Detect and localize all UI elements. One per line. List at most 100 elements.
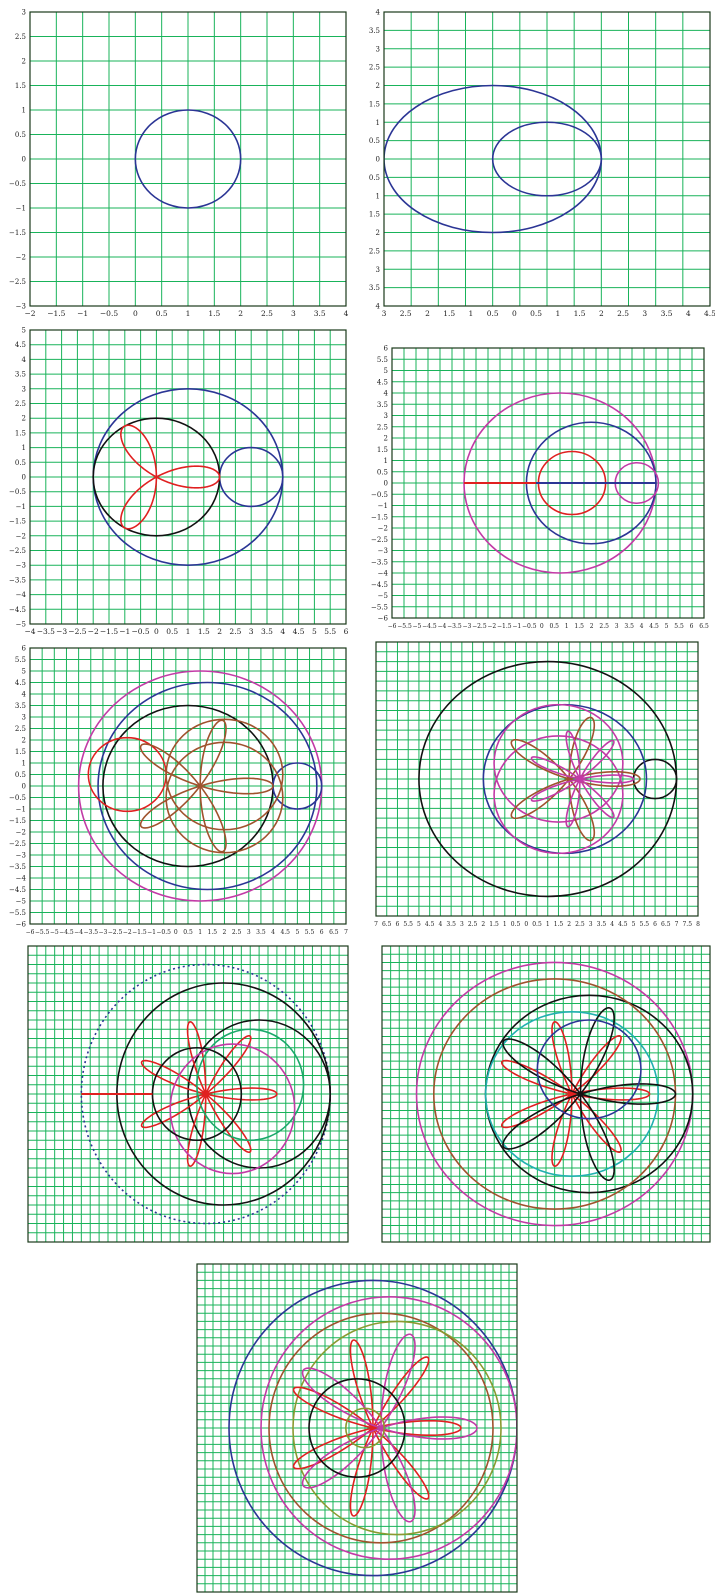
- x-tick-label: 7.5: [682, 921, 692, 928]
- x-tick-label: 2.5: [617, 309, 629, 318]
- y-tick-label: −4: [16, 875, 27, 883]
- y-tick-label: 1: [22, 444, 26, 452]
- y-tick-label: 3: [384, 412, 388, 420]
- x-tick-label: 4: [640, 623, 644, 630]
- y-tick-label: 2.5: [369, 64, 380, 72]
- y-tick-label: 2: [376, 82, 380, 90]
- x-tick-label: 0.5: [532, 921, 542, 928]
- x-tick-label: 5: [417, 921, 421, 928]
- y-tick-label: −0.5: [371, 491, 388, 499]
- x-tick-label: 3.5: [314, 309, 326, 318]
- x-tick-label: −6: [26, 929, 35, 936]
- y-tick-label: −4: [16, 591, 27, 599]
- curve-circle-blue: [491, 121, 603, 197]
- y-tick-label: −2: [16, 254, 26, 262]
- y-tick-label: 1: [22, 760, 26, 768]
- y-tick-label: −4: [378, 570, 389, 578]
- y-tick-label: 2: [384, 435, 388, 443]
- x-tick-label: −1: [147, 929, 156, 936]
- curves: [463, 392, 660, 574]
- x-tick-label: −3.5: [83, 929, 98, 936]
- y-tick-label: 2: [22, 737, 26, 745]
- x-tick-label: −2.5: [108, 929, 123, 936]
- y-tick-label: 0.5: [369, 174, 380, 182]
- y-tick-label: 0: [22, 474, 26, 482]
- y-tick-label: −2.5: [371, 536, 388, 544]
- x-tick-label: 7: [675, 921, 679, 928]
- y-tick-label: −5.5: [371, 603, 388, 611]
- x-tick-label: −1: [119, 627, 130, 636]
- plot-frame: [27, 945, 349, 1243]
- curve-circle-magenta: [169, 1043, 296, 1175]
- y-tick-label: 2.5: [377, 423, 388, 431]
- x-tick-label: −5: [50, 929, 59, 936]
- curve-rose-magenta: [301, 1333, 478, 1523]
- chart-panel-8: [362, 940, 712, 1252]
- y-tick-label: −3.5: [371, 558, 388, 566]
- x-tick-label: −0.5: [100, 309, 118, 318]
- y-tick-label: 3: [376, 45, 380, 53]
- x-tick-label: 4: [280, 627, 285, 636]
- x-tick-label: 0: [540, 623, 544, 630]
- y-tick-label: 0.5: [377, 468, 388, 476]
- x-tick-label: 0: [174, 929, 178, 936]
- y-tick-label: 3: [22, 385, 26, 393]
- x-tick-label: 2: [217, 627, 222, 636]
- x-tick-label: 3: [247, 929, 251, 936]
- x-tick-label: 8: [696, 921, 700, 928]
- x-tick-label: 3: [460, 921, 464, 928]
- y-tick-label: 5.5: [377, 356, 388, 364]
- y-tick-label: −3: [378, 547, 388, 555]
- x-tick-label: 4.5: [280, 929, 290, 936]
- x-tick-label: 4: [344, 309, 349, 318]
- curves: [418, 660, 678, 898]
- x-tick-label: 6: [320, 929, 324, 936]
- chart-svg-2: 3 2.5 2 1.5 1 0.5 0 0.5 1 1.5 2 2.5 3 3.5 4 4.5 4 3.5 3 2.5…: [369, 9, 715, 319]
- grid: [29, 647, 347, 925]
- chart-svg-1: −2 −1.5 −1 −0.5 0 0.5 1 1.5 2 2.5 3 3.5 4 3 2.5 2 1.5 1 0.…: [9, 9, 349, 319]
- curve-circle-black: [308, 1378, 406, 1479]
- y-tick-label: −2.5: [9, 547, 26, 555]
- y-tick-label: −4.5: [371, 581, 388, 589]
- y-tick-label: −3.5: [9, 576, 26, 584]
- y-tick-label: 6: [22, 645, 27, 653]
- y-tick-label: −1: [16, 205, 26, 213]
- curves: [134, 109, 242, 209]
- y-tick-label: 3: [22, 714, 26, 722]
- x-tick-label: 2.5: [232, 929, 242, 936]
- x-tick-label: 1.5: [208, 929, 218, 936]
- curves: [92, 388, 284, 566]
- curve-circle-brown: [165, 741, 284, 854]
- x-tick-label: 0: [512, 309, 517, 318]
- y-tick-label: 1.5: [15, 82, 26, 90]
- x-tick-label: 6.5: [699, 623, 709, 630]
- y-tick-label: −1: [16, 806, 26, 814]
- x-tick-label: 2.5: [575, 921, 585, 928]
- plot-frame: [381, 945, 711, 1243]
- curve-circle-cyan: [484, 1010, 660, 1178]
- y-tick-label: 3: [376, 266, 380, 274]
- x-tick-label: 0.5: [183, 929, 193, 936]
- y-tick-label: −3: [16, 562, 26, 570]
- x-tick-label: −5.5: [35, 929, 50, 936]
- x-tick-label: −2: [24, 309, 35, 318]
- chart-svg-9: [196, 1263, 518, 1593]
- y-tick-label: 0.5: [15, 459, 26, 467]
- x-tick-label: 1: [503, 921, 507, 928]
- y-tick-label: −4.5: [9, 606, 26, 614]
- x-tick-label: 2: [238, 309, 243, 318]
- chart-panel-5: −6 −5.5 −5 −4.5 −4 −3.5 −3 −2.5 −2 −1.5 −1 −0.5 0 0.5…: [8, 636, 348, 937]
- y-tick-label: −1.5: [9, 518, 26, 526]
- x-tick-label: 6.5: [382, 921, 392, 928]
- x-tick-label: 6: [653, 921, 657, 928]
- x-tick-label: −5.5: [397, 623, 412, 630]
- x-tick-label: −4: [74, 929, 83, 936]
- curve-rose-red: [140, 1021, 278, 1167]
- x-tick-label: 3: [615, 623, 619, 630]
- curve-rose-brown: [139, 719, 274, 853]
- x-tick-label: 3.5: [661, 309, 673, 318]
- x-tick-label: 4.5: [425, 921, 435, 928]
- x-tick-label: 0.5: [166, 627, 178, 636]
- x-tick-label: 6: [344, 627, 349, 636]
- x-tick-label: 2.5: [468, 921, 478, 928]
